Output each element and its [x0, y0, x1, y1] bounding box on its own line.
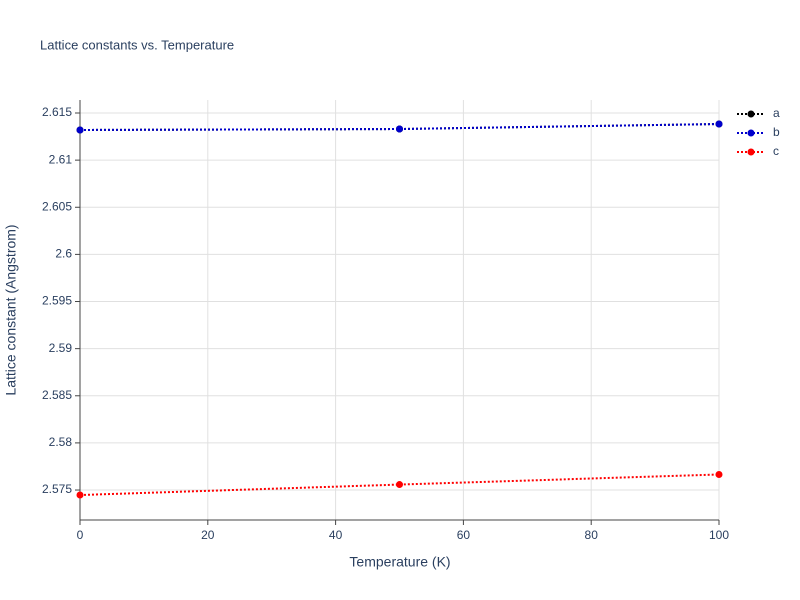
y-tick-label: 2.6: [55, 247, 72, 261]
x-axis-title: Temperature (K): [349, 554, 450, 570]
data-point: [715, 120, 723, 128]
x-tick-label: 60: [457, 528, 471, 542]
data-point: [76, 491, 84, 499]
data-point: [715, 470, 723, 478]
y-axis-title: Lattice constant (Angstrom): [3, 224, 19, 395]
x-tick-label: 0: [77, 528, 84, 542]
legend-marker: [747, 110, 755, 118]
y-tick-label: 2.58: [49, 435, 73, 449]
data-point: [396, 481, 403, 489]
y-tick-label: 2.61: [49, 152, 73, 166]
legend-marker: [747, 129, 755, 137]
y-tick-label: 2.595: [42, 294, 72, 308]
legend-marker: [747, 148, 755, 156]
series-line: [79, 473, 720, 497]
x-tick-label: 20: [201, 528, 215, 542]
legend-label: b: [773, 125, 780, 139]
y-tick-label: 2.59: [49, 341, 73, 355]
data-point: [76, 126, 84, 134]
x-tick-label: 100: [709, 528, 729, 542]
legend-label: c: [773, 144, 779, 158]
series-line: [79, 123, 720, 131]
data-point: [396, 125, 403, 133]
y-tick-label: 2.615: [42, 105, 72, 119]
chart-title: Lattice constants vs. Temperature: [40, 37, 234, 52]
x-tick-label: 40: [329, 528, 343, 542]
y-tick-label: 2.585: [42, 388, 72, 402]
x-tick-label: 80: [585, 528, 599, 542]
y-tick-label: 2.575: [42, 482, 72, 496]
y-tick-label: 2.605: [42, 199, 72, 213]
legend-label: a: [773, 106, 780, 120]
